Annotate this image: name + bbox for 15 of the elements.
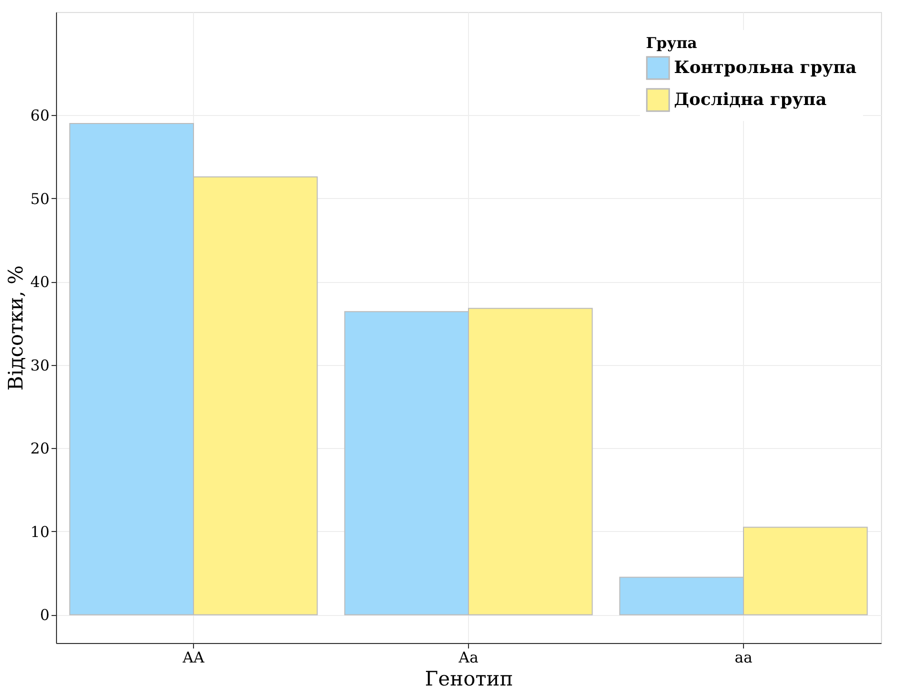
y-tick-label: 60 (30, 106, 50, 125)
y-axis-title: Відсотки, % (3, 265, 28, 391)
x-tick-label: Aa (458, 648, 478, 666)
legend-label: Контрольна група (674, 58, 857, 78)
legend-title: Група (646, 34, 698, 52)
y-tick-label: 10 (30, 522, 50, 541)
y-tick-label: 0 (40, 606, 50, 624)
y-tick-label: 20 (30, 440, 50, 458)
x-tick-label: aa (734, 648, 752, 666)
y-tick-label: 40 (30, 273, 50, 292)
y-tick-label: 30 (30, 356, 50, 374)
x-tick-label: AA (182, 648, 204, 666)
y-tick-label: 50 (30, 190, 50, 208)
legend-label: Дослідна група (674, 90, 827, 110)
x-axis-title: Генотип (424, 666, 514, 690)
